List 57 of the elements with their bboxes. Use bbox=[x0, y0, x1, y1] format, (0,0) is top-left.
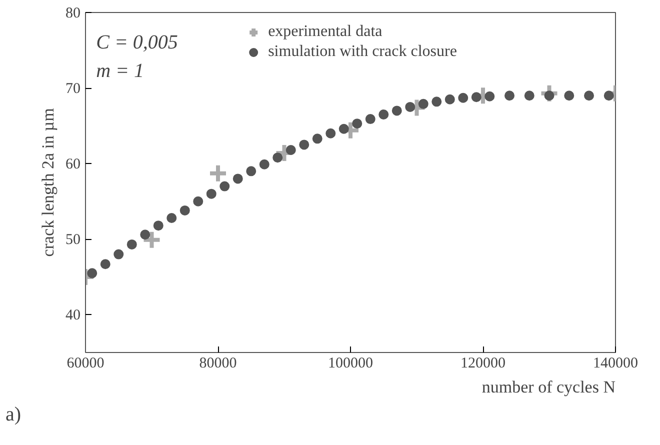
point bbox=[100, 259, 110, 270]
point bbox=[153, 220, 164, 231]
point bbox=[259, 159, 270, 170]
point bbox=[338, 124, 349, 134]
point bbox=[246, 166, 256, 176]
point bbox=[312, 134, 322, 144]
point bbox=[432, 96, 442, 107]
annotation: m = 1 bbox=[96, 60, 144, 82]
point bbox=[352, 118, 362, 129]
y-tick-label: 70 bbox=[66, 81, 80, 98]
point bbox=[286, 145, 296, 155]
x-tick-label: 120000 bbox=[460, 356, 506, 372]
legend-label: simulation with crack closure bbox=[268, 43, 457, 61]
point bbox=[140, 230, 150, 240]
point bbox=[458, 92, 468, 103]
point bbox=[418, 98, 428, 109]
point bbox=[126, 239, 137, 250]
point bbox=[484, 91, 495, 102]
point bbox=[326, 128, 336, 138]
point bbox=[584, 90, 594, 101]
point bbox=[180, 205, 190, 216]
point bbox=[539, 83, 560, 104]
point bbox=[378, 110, 389, 120]
point bbox=[405, 102, 416, 112]
x-tick-label: 60000 bbox=[66, 356, 104, 372]
point bbox=[604, 90, 614, 101]
point bbox=[220, 181, 230, 192]
point bbox=[142, 230, 162, 250]
point bbox=[299, 140, 310, 150]
point bbox=[544, 90, 554, 101]
x-tick-label: 100000 bbox=[328, 356, 373, 372]
point bbox=[232, 174, 243, 184]
x-tick-label: 80000 bbox=[199, 356, 237, 372]
point bbox=[206, 188, 216, 199]
text: a) bbox=[6, 404, 22, 426]
point bbox=[392, 106, 402, 116]
x-axis-title: number of cycles N bbox=[482, 378, 616, 396]
point bbox=[504, 90, 514, 101]
point bbox=[208, 163, 228, 184]
y-tick-label: 50 bbox=[66, 232, 80, 248]
point bbox=[193, 196, 204, 206]
y-tick-label: 40 bbox=[66, 308, 80, 324]
x-tick-label: 140000 bbox=[593, 356, 638, 372]
point bbox=[166, 213, 177, 223]
legend-label: experimental data bbox=[268, 23, 382, 41]
point bbox=[114, 249, 124, 260]
point bbox=[471, 92, 482, 102]
point bbox=[272, 152, 283, 163]
point bbox=[444, 94, 455, 104]
point bbox=[524, 90, 534, 101]
y-tick-label: 60 bbox=[66, 156, 80, 173]
point bbox=[564, 90, 574, 101]
y-axis-title: crack length 2a in µm bbox=[38, 108, 58, 257]
y-tick-label: 80 bbox=[66, 6, 80, 22]
point bbox=[87, 268, 98, 278]
point bbox=[365, 114, 376, 124]
annotation: C = 0,005 bbox=[96, 31, 178, 54]
